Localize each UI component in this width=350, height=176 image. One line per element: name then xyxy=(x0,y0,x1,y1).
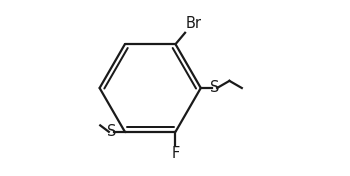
Text: S: S xyxy=(107,124,116,139)
Text: F: F xyxy=(172,146,180,161)
Text: S: S xyxy=(210,80,219,96)
Text: Br: Br xyxy=(186,16,202,31)
